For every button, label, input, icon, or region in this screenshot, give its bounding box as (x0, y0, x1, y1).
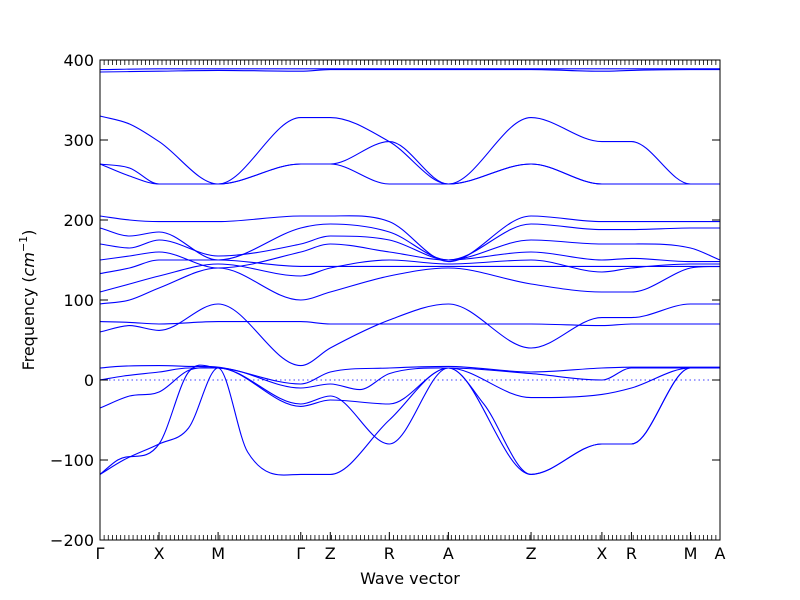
phonon-band-12 (99, 235, 721, 261)
y-axis-label-unit: cm (19, 252, 38, 276)
phonon-band-8 (99, 265, 721, 305)
phonon-band-19 (99, 68, 720, 71)
y-axis-label-suffix: ) (19, 230, 38, 236)
x-tick-label: Γ (96, 544, 105, 563)
x-tick-label: A (715, 544, 726, 563)
plot-frame (99, 59, 721, 541)
x-tick-label: A (443, 544, 454, 563)
x-tick-label: Z (325, 544, 336, 563)
y-tick-label: 100 (63, 291, 94, 310)
y-axis: 400 300 200 100 0 −100 −200 (50, 51, 720, 550)
phonon-band-2 (99, 367, 720, 476)
phonon-band-17 (99, 141, 720, 185)
x-axis-label: Wave vector (360, 569, 460, 588)
y-tick-label: −200 (50, 531, 94, 550)
x-tick-label: M (684, 544, 698, 563)
phonon-band-15 (99, 163, 720, 185)
phonon-band-18 (99, 69, 720, 73)
x-tick-label: R (626, 544, 637, 563)
phonon-band-4 (99, 367, 720, 391)
y-tick-label: −100 (50, 451, 94, 470)
phonon-band-14 (99, 215, 720, 263)
phonon-band-9 (99, 259, 720, 293)
y-axis-label-prefix: Frequency ( (19, 276, 38, 370)
phonon-band-11 (99, 243, 720, 269)
x-tick-label: X (596, 544, 607, 563)
phonon-band-10 (99, 259, 720, 275)
phonon-band-16 (99, 115, 720, 185)
phonon-band-3 (99, 367, 720, 409)
plot-area (99, 68, 721, 476)
x-tick-label: Γ (296, 544, 305, 563)
phonon-band-13 (99, 223, 720, 261)
phonon-band-7 (99, 321, 720, 327)
x-tick-label: M (211, 544, 225, 563)
phonon-band-6 (99, 303, 720, 367)
y-axis-label-exponent: −1 (17, 236, 30, 252)
y-tick-label: 0 (84, 371, 94, 390)
x-tick-label: Z (526, 544, 537, 563)
phonon-band-5 (99, 365, 720, 385)
y-tick-label: 300 (63, 131, 94, 150)
y-tick-label: 400 (63, 51, 94, 70)
y-tick-label: 200 (63, 211, 94, 230)
x-tick-label: R (384, 544, 395, 563)
x-tick-label: X (154, 544, 165, 563)
y-axis-label: Frequency (cm−1) (17, 230, 38, 371)
